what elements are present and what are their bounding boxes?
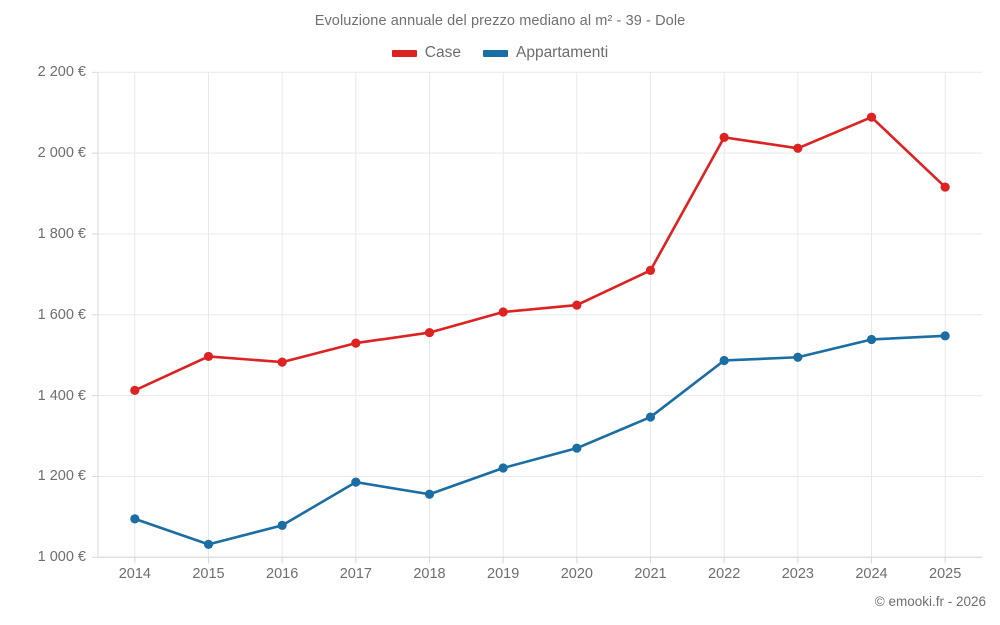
data-point[interactable]: [498, 307, 508, 317]
x-tick-label: 2025: [929, 566, 962, 582]
data-point[interactable]: [203, 351, 214, 362]
credit-text: © emooki.fr - 2026: [874, 594, 986, 609]
series-line-case: [133, 115, 947, 392]
data-point[interactable]: [351, 477, 361, 487]
data-point[interactable]: [866, 334, 877, 345]
data-point[interactable]: [645, 412, 656, 422]
x-tick-label: 2015: [192, 566, 225, 582]
data-point[interactable]: [277, 357, 287, 367]
legend-label-appartamenti: Appartamenti: [515, 44, 609, 61]
x-tick-label: 2018: [413, 566, 446, 582]
legend-item-case[interactable]: Case: [391, 44, 461, 62]
legend-label-case: Case: [424, 44, 461, 61]
data-point[interactable]: [498, 463, 508, 473]
y-tick-label: 1 800 €: [37, 225, 86, 242]
data-point[interactable]: [719, 355, 729, 366]
series-line-appartamenti: [133, 334, 947, 546]
x-tick-label: 2023: [781, 566, 814, 582]
data-point[interactable]: [572, 300, 582, 310]
gridlines: [92, 71, 982, 564]
x-tick-label: 2024: [855, 566, 888, 582]
data-point[interactable]: [277, 520, 287, 530]
y-tick-label: 1 400 €: [37, 387, 86, 404]
data-point[interactable]: [130, 385, 140, 395]
y-tick-label: 2 000 €: [37, 145, 86, 162]
x-tick-label: 2021: [634, 566, 667, 582]
x-tick-label: 2019: [487, 566, 520, 582]
data-point[interactable]: [645, 265, 656, 275]
data-point[interactable]: [940, 182, 950, 192]
data-point[interactable]: [793, 143, 803, 153]
data-point[interactable]: [572, 443, 582, 453]
data-point[interactable]: [866, 112, 877, 122]
x-tick-label: 2014: [118, 566, 151, 582]
data-point[interactable]: [940, 331, 950, 341]
x-tick-label: 2016: [266, 566, 299, 582]
data-point[interactable]: [793, 352, 803, 362]
data-point[interactable]: [719, 132, 729, 142]
legend-item-appartamenti[interactable]: Appartamenti: [482, 44, 609, 62]
data-point[interactable]: [130, 514, 140, 524]
x-tick-label: 2017: [339, 566, 372, 582]
chart-title: Evoluzione annuale del prezzo mediano al…: [314, 13, 686, 29]
y-tick-label: 1 000 €: [37, 549, 86, 566]
chart-legend: Case Appartamenti: [0, 44, 1000, 62]
series-layer: [130, 112, 950, 549]
data-point[interactable]: [424, 327, 435, 338]
data-point[interactable]: [351, 338, 361, 348]
x-tick-label: 2020: [560, 566, 593, 582]
data-point[interactable]: [203, 539, 214, 549]
y-tick-label: 1 200 €: [37, 468, 86, 485]
y-tick-label: 2 200 €: [37, 64, 86, 81]
axis-lines: [97, 72, 982, 558]
x-tick-label: 2022: [708, 566, 741, 582]
legend-swatch-case: [391, 49, 417, 57]
y-tick-label: 1 600 €: [37, 306, 86, 323]
data-point[interactable]: [424, 489, 435, 499]
legend-swatch-appartamenti: [482, 49, 508, 57]
